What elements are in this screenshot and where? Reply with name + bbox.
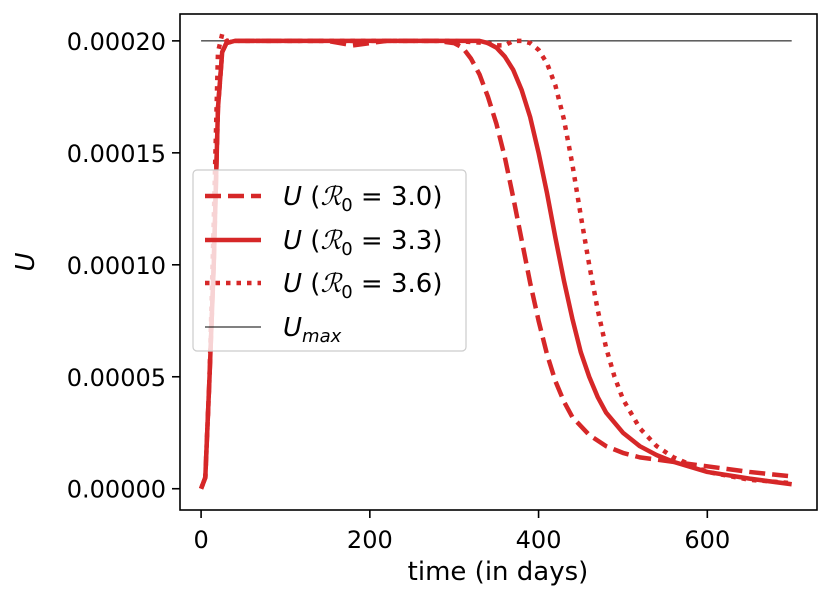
y-axis-label: U bbox=[11, 252, 41, 271]
y-axis-ticks: 0.00000 0.00005 0.00010 0.00015 0.00020 bbox=[67, 28, 180, 504]
plot-frame bbox=[179, 13, 818, 511]
x-tick-label: 600 bbox=[684, 526, 730, 554]
legend-label-3: U (ℛ0 = 3.6) bbox=[283, 269, 442, 303]
x-axis-ticks: 0 200 400 600 bbox=[193, 510, 730, 554]
series-layer bbox=[198, 31, 792, 490]
y-tick-label: 0.00005 bbox=[67, 364, 166, 392]
x-axis-label: time (in days) bbox=[408, 557, 589, 587]
legend-label-1: U (ℛ0 = 3.0) bbox=[283, 182, 442, 216]
y-tick-label: 0.00020 bbox=[67, 28, 166, 56]
x-tick-label: 0 bbox=[193, 526, 208, 554]
legend-items: U (ℛ0 = 3.0) U (ℛ0 = 3.3) U (ℛ0 = 3.6) Umax bbox=[205, 182, 442, 347]
legend-label-4: Umax bbox=[283, 313, 342, 347]
y-tick-label: 0.00000 bbox=[67, 476, 166, 504]
legend-frame bbox=[192, 169, 467, 352]
y-tick-label: 0.00015 bbox=[67, 140, 166, 168]
x-tick-label: 400 bbox=[516, 526, 562, 554]
series-line-2 bbox=[198, 38, 792, 490]
series-line-3 bbox=[198, 31, 792, 490]
legend-label-2: U (ℛ0 = 3.3) bbox=[283, 226, 442, 260]
legend: U (ℛ0 = 3.0) U (ℛ0 = 3.3) U (ℛ0 = 3.6) Umax bbox=[192, 169, 467, 352]
y-tick-label: 0.00010 bbox=[67, 252, 166, 280]
x-tick-label: 200 bbox=[347, 526, 393, 554]
